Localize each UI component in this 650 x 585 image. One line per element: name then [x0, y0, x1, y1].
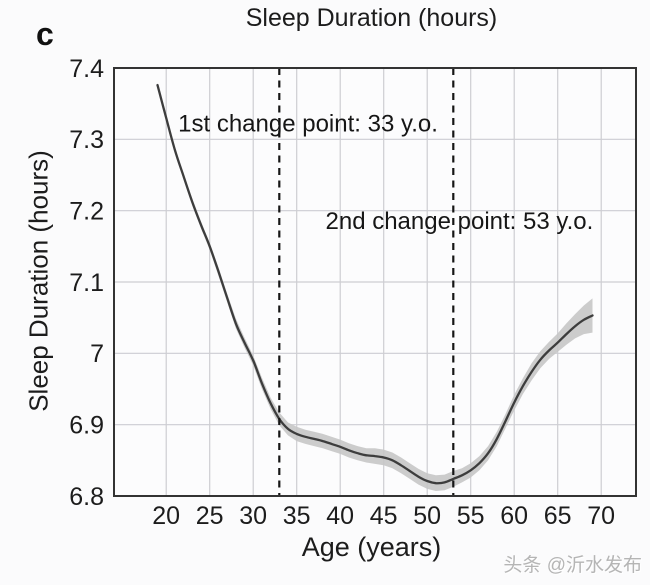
mean-sleep-duration-line — [156, 83, 594, 485]
y-tick-label: 7.3 — [69, 126, 104, 154]
y-tick-label: 7.2 — [69, 197, 104, 225]
confidence-band — [157, 83, 593, 491]
y-tick-label: 6.8 — [69, 483, 104, 511]
panel-label: c — [36, 16, 54, 52]
x-axis-label: Age (years) — [301, 532, 442, 562]
y-tick-label: 6.9 — [69, 411, 104, 439]
y-tick-label: 7 — [90, 340, 104, 368]
x-tick-label: 60 — [500, 502, 528, 530]
watermark: 头条 @沂水发布 — [503, 555, 642, 576]
x-tick-label: 40 — [326, 502, 354, 530]
change-point-annotation: 2nd change point: 53 y.o. — [326, 208, 594, 235]
x-tick-label: 35 — [283, 502, 311, 530]
x-tick-label: 25 — [196, 502, 224, 530]
x-tick-label: 55 — [457, 502, 485, 530]
x-tick-label: 50 — [413, 502, 441, 530]
chart-title: Sleep Duration (hours) — [245, 4, 498, 32]
x-tick-label: 45 — [370, 502, 398, 530]
change-point-annotation: 1st change point: 33 y.o. — [178, 111, 438, 138]
x-tick-label: 30 — [239, 502, 267, 530]
x-tick-label: 65 — [544, 502, 572, 530]
axis-border — [113, 67, 637, 497]
x-tick-label: 70 — [587, 502, 615, 530]
x-tick-label: 20 — [152, 502, 180, 530]
y-tick-label: 7.1 — [69, 269, 104, 297]
y-tick-label: 7.4 — [69, 55, 104, 83]
